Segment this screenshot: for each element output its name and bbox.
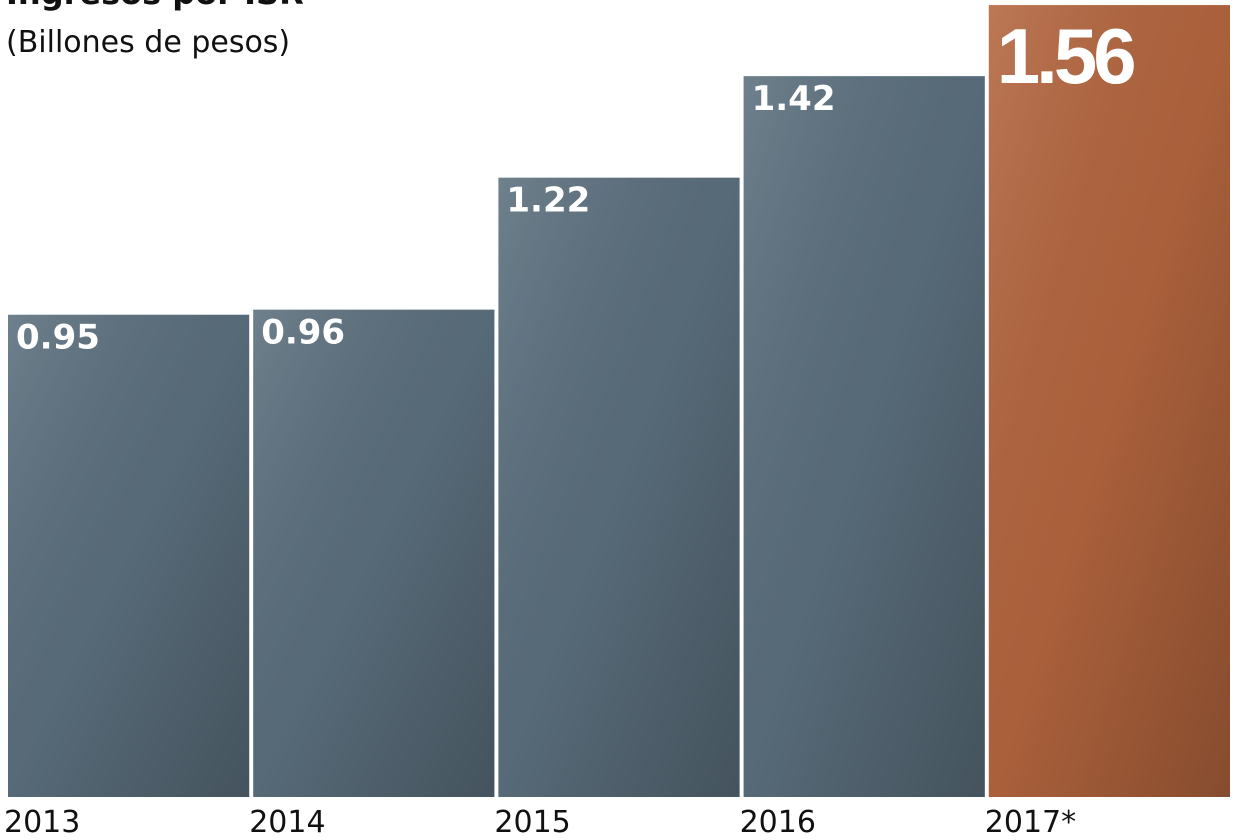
x-tick-label: 2016 xyxy=(740,805,816,840)
value-label: 1.22 xyxy=(506,181,590,221)
x-tick-label: 2014 xyxy=(249,805,325,840)
bar-texture xyxy=(988,5,1230,798)
x-tick-label: 2015 xyxy=(494,805,570,840)
chart-title: Ingresos por ISR xyxy=(6,0,304,12)
value-label: 1.56 xyxy=(997,12,1134,100)
bar-texture xyxy=(743,76,985,798)
x-tick-label: 2013 xyxy=(4,805,80,840)
value-label: 0.95 xyxy=(16,318,100,358)
value-label: 1.42 xyxy=(752,79,836,119)
value-label: 0.96 xyxy=(261,313,345,353)
bar-texture xyxy=(253,309,495,797)
bar-texture xyxy=(498,177,740,797)
bar-texture xyxy=(8,314,250,797)
chart-subtitle: (Billones de pesos) xyxy=(6,25,290,60)
x-tick-label: 2017* xyxy=(985,805,1076,840)
